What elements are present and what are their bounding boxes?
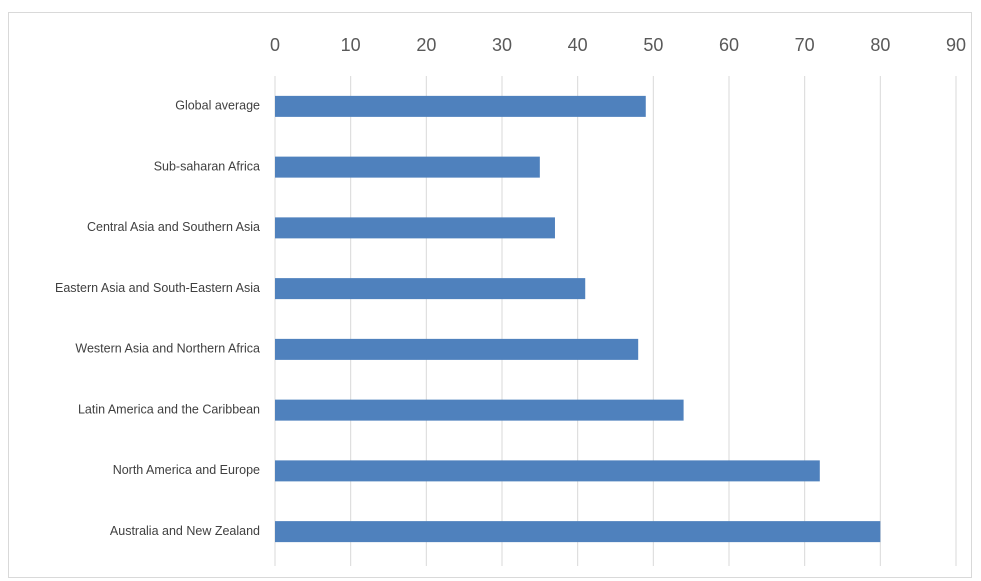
bar: [275, 95, 646, 117]
bar: [275, 338, 639, 360]
x-tick-label: 70: [795, 35, 815, 55]
y-tick-label: North America and Europe: [113, 463, 260, 477]
x-tick-label: 60: [719, 35, 739, 55]
bar: [275, 460, 820, 482]
y-tick-label: Western Asia and Northern Africa: [75, 342, 260, 356]
y-tick-label: Global average: [175, 99, 260, 113]
y-tick-label: Eastern Asia and South-Eastern Asia: [55, 281, 260, 295]
x-tick-label: 0: [270, 35, 280, 55]
bar: [275, 521, 881, 543]
y-tick-label: Central Asia and Southern Asia: [87, 220, 260, 234]
bar: [275, 156, 540, 178]
bar: [275, 278, 586, 300]
x-tick-label: 30: [492, 35, 512, 55]
x-tick-label: 90: [946, 35, 966, 55]
y-tick-label: Australia and New Zealand: [110, 524, 260, 538]
x-tick-label: 10: [341, 35, 361, 55]
x-tick-label: 20: [416, 35, 436, 55]
y-tick-label: Sub-saharan Africa: [154, 159, 260, 173]
bar: [275, 399, 684, 421]
x-tick-label: 40: [568, 35, 588, 55]
y-tick-label: Latin America and the Caribbean: [78, 402, 260, 416]
x-tick-label: 50: [643, 35, 663, 55]
x-tick-label: 80: [870, 35, 890, 55]
bar: [275, 217, 555, 239]
